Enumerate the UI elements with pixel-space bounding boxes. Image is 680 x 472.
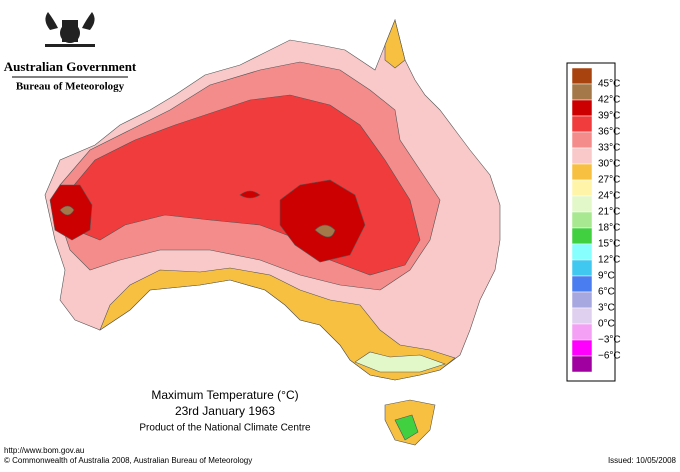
legend-swatch: [571, 339, 593, 357]
gov-title: Australian Government: [4, 59, 137, 74]
url: http://www.bom.gov.au: [4, 446, 84, 455]
legend-label: 6°C: [598, 287, 615, 298]
legend-label: 21°C: [598, 207, 620, 218]
legend-swatch: [571, 131, 593, 149]
legend-swatch: [571, 227, 593, 245]
legend-label: −6°C: [598, 351, 621, 362]
issued: Issued: 10/05/2008: [608, 456, 677, 465]
legend-swatch: [571, 291, 593, 309]
legend-label: 24°C: [598, 191, 620, 202]
legend-swatch: [571, 99, 593, 117]
legend-label: 27°C: [598, 175, 620, 186]
legend-label: 30°C: [598, 159, 620, 170]
legend-label: 15°C: [598, 239, 620, 250]
legend-label: 33°C: [598, 143, 620, 154]
legend-label: 12°C: [598, 255, 620, 266]
legend-swatch: [571, 323, 593, 341]
bureau-name: Bureau of Meteorology: [16, 81, 125, 93]
legend-swatch: [571, 211, 593, 229]
legend-label: 39°C: [598, 111, 620, 122]
copyright: © Commonwealth of Australia 2008, Austra…: [4, 456, 252, 465]
legend-label: −3°C: [598, 335, 621, 346]
australia-map: [44, 19, 501, 446]
map-title: Maximum Temperature (°C): [151, 388, 298, 402]
map-credit: Product of the National Climate Centre: [139, 423, 311, 434]
legend-label: 45°C: [598, 79, 620, 90]
legend-label: 42°C: [598, 95, 620, 106]
legend-label: 0°C: [598, 319, 615, 330]
map-date: 23rd January 1963: [175, 404, 275, 418]
legend-label: 9°C: [598, 271, 615, 282]
legend-swatch: [571, 307, 593, 325]
coat-of-arms: [45, 12, 95, 47]
legend-swatch: [571, 243, 593, 261]
legend-label: 3°C: [598, 303, 615, 314]
legend-swatch: [571, 115, 593, 133]
legend-label: 18°C: [598, 223, 620, 234]
legend-label: 36°C: [598, 127, 620, 138]
legend-swatch: [571, 83, 593, 101]
legend-swatch: [571, 147, 593, 165]
legend-swatch: [571, 67, 593, 85]
legend-swatch: [571, 275, 593, 293]
legend-swatch: [571, 195, 593, 213]
legend-swatch: [571, 259, 593, 277]
legend: 45°C 42°C 39°C 36°C 33°C 30°C 27°C 24°C 21°C 18°C…: [566, 62, 621, 382]
legend-swatch: [571, 355, 593, 373]
legend-swatch: [571, 179, 593, 197]
legend-swatch: [571, 163, 593, 181]
